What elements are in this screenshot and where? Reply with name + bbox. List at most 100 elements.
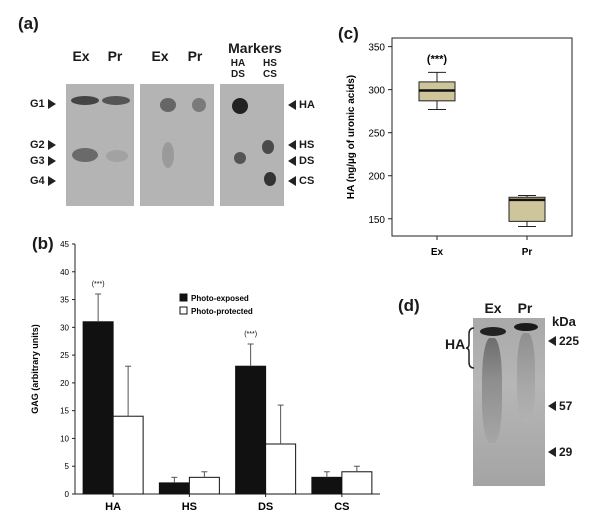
mw-29: 29 xyxy=(548,445,572,459)
band-g3-pr xyxy=(106,150,128,162)
x-tick-label: DS xyxy=(258,501,273,513)
y-tick-label: 45 xyxy=(60,240,69,249)
marker-lane2-label: HS CS xyxy=(256,58,284,80)
lane-label-d-ex: Ex xyxy=(484,300,502,316)
mw-225: 225 xyxy=(548,334,579,348)
x-tick-label: Pr xyxy=(522,247,533,258)
label-g1: G1 xyxy=(30,98,56,110)
x-tick-label: HA xyxy=(105,501,121,513)
arrow-left-icon xyxy=(548,447,556,457)
significance-label: (***) xyxy=(244,331,257,338)
significance-label: (***) xyxy=(92,281,105,288)
marker-ds-label: DS xyxy=(231,69,245,80)
bar xyxy=(188,476,220,495)
y-tick-label: 15 xyxy=(60,407,69,416)
arrow-left-icon xyxy=(288,176,296,186)
x-tick-label: Ex xyxy=(431,247,444,258)
y-tick-label: 40 xyxy=(60,268,69,277)
gel-a-2 xyxy=(140,84,214,206)
gel-a-1 xyxy=(66,84,134,206)
bracket-icon xyxy=(466,327,475,369)
lane-label-pr-1: Pr xyxy=(107,48,123,64)
marker-cs-label: CS xyxy=(263,69,277,80)
arrow-left-icon xyxy=(548,336,556,346)
y-tick-label: 30 xyxy=(60,323,69,332)
legend-label: Photo-exposed xyxy=(191,294,249,303)
kda-label: kDa xyxy=(552,314,576,329)
bar xyxy=(235,365,267,495)
x-tick-label: HS xyxy=(182,501,197,513)
band-ex-2-top xyxy=(160,98,176,112)
bar xyxy=(341,471,373,495)
lane-label-pr-2: Pr xyxy=(187,48,203,64)
bracket-label-ha: HA xyxy=(445,336,466,352)
legend-swatch xyxy=(179,293,188,302)
significance-label: (***) xyxy=(427,53,448,65)
panel-a-letter: (a) xyxy=(18,14,39,33)
band-pr-2-top xyxy=(192,98,206,112)
lane-label-d-pr: Pr xyxy=(517,300,533,316)
arrow-left-icon xyxy=(288,140,296,150)
band-d-ex-top xyxy=(480,327,506,336)
smear-d-ex xyxy=(482,338,502,443)
label-g2: G2 xyxy=(30,139,56,151)
markers-title: Markers xyxy=(228,40,282,56)
y-tick-label: 25 xyxy=(60,351,69,360)
band-ex-2-mid xyxy=(162,142,174,168)
arrow-left-icon xyxy=(288,100,296,110)
gel-a-markers xyxy=(220,84,284,206)
bar xyxy=(112,415,144,495)
label-g3: G3 xyxy=(30,155,56,167)
box xyxy=(508,196,546,222)
legend-swatch xyxy=(179,306,188,315)
bar xyxy=(82,321,114,495)
mw-57: 57 xyxy=(548,399,572,413)
plot-frame xyxy=(391,37,573,237)
band-g1-ex xyxy=(71,96,99,105)
bar-chart-b: 0 5 10 15 20 25 30 35 40 45 GAG (arbitrary units) H… xyxy=(30,240,380,513)
band-d-pr-top xyxy=(514,323,538,331)
bar xyxy=(265,443,297,495)
y-axis-title: GAG (arbitrary units) xyxy=(30,324,40,414)
marker-ha-label: HA xyxy=(230,58,246,69)
legend-label: Photo-protected xyxy=(191,307,253,316)
y-tick-label: 5 xyxy=(65,462,70,471)
arrow-right-icon xyxy=(47,99,56,109)
arrow-right-icon xyxy=(47,140,56,150)
bar xyxy=(311,476,343,495)
label-hs: HS xyxy=(288,139,314,151)
smear-d-pr xyxy=(517,333,535,423)
box-plot-c: 150 200 250 300 350 HA (ng/µg of uronic acids… xyxy=(346,37,573,258)
band-marker-ha xyxy=(232,98,248,114)
panel-b-letter: (b) xyxy=(32,234,54,253)
lane-label-ex-2: Ex xyxy=(151,48,169,64)
band-g3-ex xyxy=(72,148,98,162)
y-tick-label: 20 xyxy=(60,379,69,388)
label-ds: DS xyxy=(288,155,314,167)
panel-c-letter: (c) xyxy=(338,24,359,43)
label-cs: CS xyxy=(288,175,314,187)
band-g1-pr xyxy=(102,96,130,105)
arrow-right-icon xyxy=(47,156,56,166)
y-tick-label: 200 xyxy=(368,172,385,183)
y-axis-title: HA (ng/µg of uronic acids) xyxy=(346,75,357,199)
panel-d-letter: (d) xyxy=(398,296,420,315)
y-tick-label: 10 xyxy=(60,434,69,443)
band-marker-ds xyxy=(234,152,246,164)
y-tick-label: 250 xyxy=(368,129,385,140)
arrow-left-icon xyxy=(548,401,556,411)
y-tick-label: 300 xyxy=(368,86,385,97)
marker-hs-label: HS xyxy=(263,58,277,69)
band-marker-cs xyxy=(264,172,276,186)
bar xyxy=(158,482,190,495)
marker-lane1-label: HA DS xyxy=(224,58,252,80)
y-tick-label: 150 xyxy=(368,215,385,226)
gel-d xyxy=(473,318,545,486)
y-tick-label: 35 xyxy=(60,296,69,305)
band-marker-hs xyxy=(262,140,274,154)
y-tick-label: 0 xyxy=(65,490,70,499)
arrow-right-icon xyxy=(47,176,56,186)
label-g4: G4 xyxy=(30,175,56,187)
lane-label-ex-1: Ex xyxy=(72,48,90,64)
arrow-left-icon xyxy=(288,156,296,166)
